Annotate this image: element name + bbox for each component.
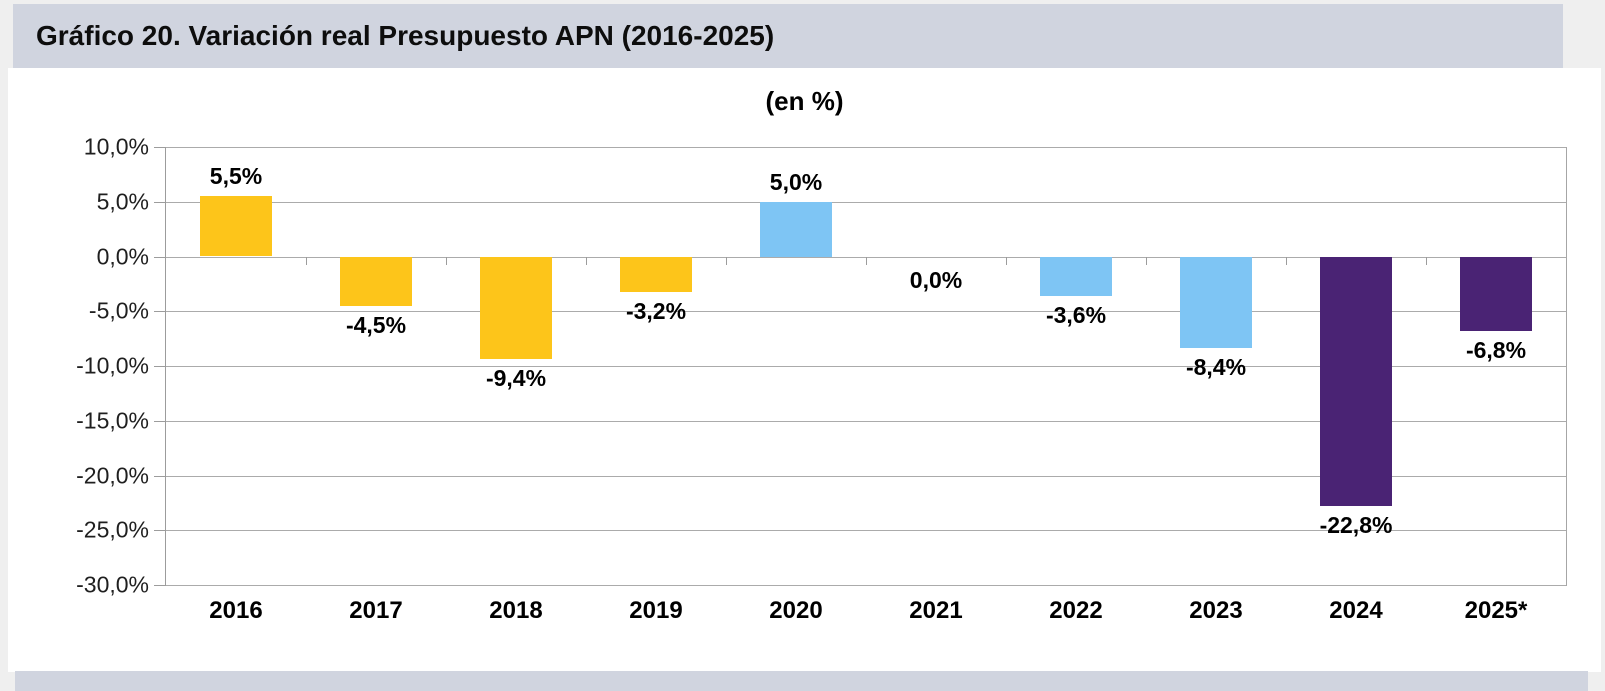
y-axis-tick-label: -25,0% (76, 516, 149, 543)
gridline (166, 585, 1566, 586)
y-axis-tick-label: 0,0% (96, 243, 149, 269)
y-axis-tick (154, 585, 166, 586)
x-axis-tick (586, 256, 587, 265)
x-axis-tick (1286, 256, 1287, 265)
x-axis-tick (446, 256, 447, 265)
y-axis-tick-label: -5,0% (88, 297, 149, 324)
x-axis-tick (1146, 256, 1147, 265)
bar-2023 (1180, 256, 1252, 349)
bar-2024 (1320, 256, 1392, 507)
x-axis-category-label: 2018 (489, 597, 543, 624)
x-axis-category-label: 2019 (629, 597, 683, 624)
bar-2017 (340, 256, 412, 306)
x-axis-category-label: 2024 (1329, 597, 1383, 624)
bar-value-label: -6,8% (1465, 336, 1527, 363)
gridline (166, 201, 1566, 203)
y-axis-tick-label: -15,0% (76, 407, 149, 434)
bar-value-label: 5,5% (209, 163, 263, 190)
gridline (166, 311, 1566, 313)
y-axis-tick-label: -20,0% (76, 462, 149, 488)
gridline (166, 475, 1566, 477)
next-section-bar-partial (15, 671, 1588, 691)
x-axis-tick (1426, 256, 1427, 265)
bar-value-label: -4,5% (345, 311, 407, 338)
bar-2025* (1460, 256, 1532, 331)
bar-2019 (620, 256, 692, 292)
y-axis-tick (154, 420, 166, 422)
x-axis-category-label: 2023 (1189, 597, 1243, 624)
y-axis-tick-label: -30,0% (76, 571, 149, 598)
gridline (166, 530, 1566, 532)
bar-value-label: 5,0% (769, 168, 823, 195)
x-axis-tick (726, 256, 727, 265)
y-axis-tick (154, 256, 166, 258)
chart-panel: (en %) 10,0% 5,0% 0,0% -5,0% -10,0% -15,0% -20… (8, 68, 1601, 672)
x-axis-tick (1006, 256, 1007, 265)
chart-title: Gráfico 20. Variación real Presupuesto A… (36, 20, 775, 51)
x-axis-tick (306, 256, 307, 265)
gridline (166, 420, 1566, 422)
gridline (166, 147, 1566, 148)
plot-area: 10,0% 5,0% 0,0% -5,0% -10,0% -15,0% -20,0% -25,… (76, 134, 1567, 624)
y-axis-tick-label: 5,0% (96, 188, 149, 215)
bar-value-label: -3,2% (625, 297, 687, 324)
x-axis-category-label: 2020 (769, 597, 823, 624)
bar-value-label: -8,4% (1185, 354, 1247, 381)
y-axis-tick (154, 201, 166, 203)
chart-subtitle: (en %) (765, 86, 844, 116)
bar-value-label: 0,0% (909, 266, 963, 293)
y-axis-tick (154, 530, 166, 532)
x-axis-category-label: 2025* (1464, 597, 1528, 624)
x-axis-category-label: 2017 (349, 597, 403, 624)
y-axis-tick (154, 147, 166, 148)
x-axis-category-label: 2016 (209, 597, 263, 624)
chart-title-bar: Gráfico 20. Variación real Presupuesto A… (13, 4, 1563, 68)
x-axis-category-label: 2022 (1049, 597, 1103, 624)
bar-2020 (760, 201, 832, 257)
bar-2016 (200, 196, 272, 257)
bar-value-label: -22,8% (1319, 512, 1393, 539)
bar-2022 (1040, 256, 1112, 296)
x-axis-tick (866, 256, 867, 265)
y-axis-tick-label: 10,0% (83, 133, 149, 160)
y-axis-tick (154, 366, 166, 367)
x-axis-category-label: 2021 (909, 597, 963, 624)
bar-2018 (480, 256, 552, 360)
bar-value-label: -9,4% (485, 365, 547, 392)
gridline (166, 366, 1566, 367)
y-axis-tick (154, 475, 166, 477)
y-axis-tick (154, 311, 166, 313)
bar-value-label: -3,6% (1045, 301, 1107, 328)
y-axis-tick-label: -10,0% (76, 352, 149, 379)
